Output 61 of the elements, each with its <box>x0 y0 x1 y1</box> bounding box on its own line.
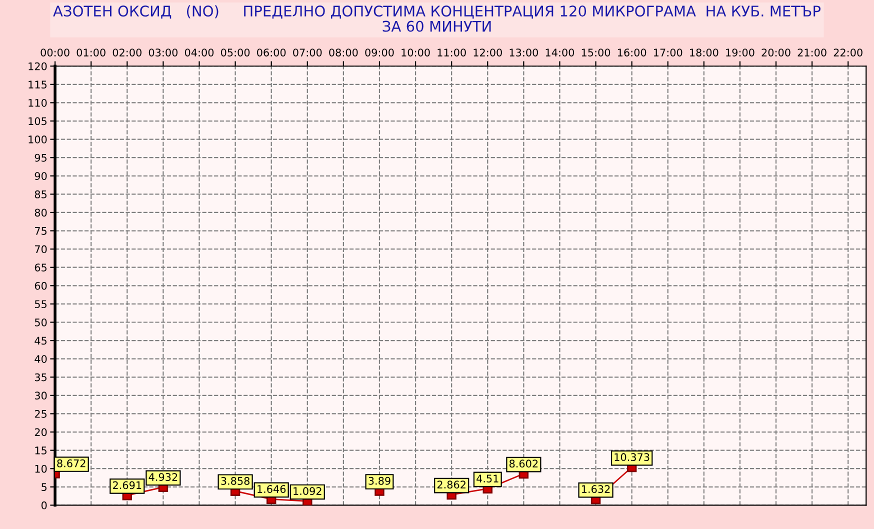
x-tick-label: 13:00 <box>510 48 538 56</box>
y-tick-label: 115 <box>28 80 47 89</box>
data-label: 8.602 <box>509 460 538 468</box>
y-tick-label: 30 <box>34 392 47 400</box>
data-label: 3.858 <box>221 477 250 485</box>
x-tick-label: 05:00 <box>220 48 250 56</box>
x-tick-label: 12:00 <box>474 48 502 56</box>
data-label: 3.89 <box>368 476 390 485</box>
y-tick-label: 10 <box>35 464 47 473</box>
x-tick-label: 14:00 <box>546 48 574 56</box>
y-tick-label: 60 <box>34 282 47 290</box>
x-tick-label: 02:00 <box>112 48 142 56</box>
y-tick-label: 35 <box>34 373 47 382</box>
chart-title: АЗОТЕН ОКСИД (NO) ПРЕДЕЛНО ДОПУСТИМА КОНЦЕНТРАЦИЯ 120 МИКРОГРАМА НА КУБ. МЕТЪР ЗА 60 МИНУТИ <box>53 5 821 32</box>
y-tick-label: 75 <box>35 227 47 235</box>
data-label: 4.51 <box>476 474 498 483</box>
x-tick-label: 11:00 <box>438 48 466 56</box>
y-tick-label: 0 <box>41 501 47 510</box>
x-tick-label: 00:00 <box>40 48 70 56</box>
y-tick-label: 80 <box>34 208 47 217</box>
y-tick-label: 5 <box>42 483 47 492</box>
x-tick-label: 08:00 <box>329 48 358 56</box>
y-tick-label: 100 <box>28 136 47 144</box>
x-tick-label: 21:00 <box>798 48 826 56</box>
y-tick-label: 90 <box>34 172 47 180</box>
y-tick-label: 45 <box>34 336 47 345</box>
x-tick-label: 18:00 <box>690 48 718 56</box>
data-label: 1.632 <box>582 485 610 494</box>
y-tick-label: 105 <box>28 117 47 126</box>
data-label: 4.932 <box>148 473 178 481</box>
x-tick-label: 17:00 <box>654 48 682 56</box>
y-tick-label: 110 <box>28 98 47 107</box>
x-tick-label: 01:00 <box>76 48 106 56</box>
y-tick-label: 15 <box>35 446 47 454</box>
y-tick-label: 120 <box>28 62 47 70</box>
y-tick-label: 70 <box>35 245 47 254</box>
y-tick-label: 40 <box>34 355 47 363</box>
data-label: 2.691 <box>113 481 142 490</box>
x-tick-label: 03:00 <box>148 48 178 56</box>
x-tick-label: 22:00 <box>834 48 862 56</box>
data-label: 8.672 <box>57 459 86 468</box>
data-label: 1.092 <box>294 487 322 496</box>
x-tick-label: 09:00 <box>365 48 394 56</box>
x-tick-label: 19:00 <box>726 48 754 56</box>
y-tick-label: 50 <box>34 318 47 326</box>
x-tick-label: 15:00 <box>582 48 610 56</box>
x-tick-label: 07:00 <box>293 48 322 56</box>
y-tick-label: 65 <box>34 264 47 272</box>
x-tick-label: 10:00 <box>402 48 430 56</box>
data-label: 1.646 <box>258 485 286 493</box>
y-tick-label: 25 <box>34 410 47 418</box>
y-tick-label: 95 <box>34 154 47 162</box>
data-label: 2.862 <box>437 480 466 489</box>
data-label: 10.373 <box>614 453 650 462</box>
y-tick-label: 85 <box>34 190 47 198</box>
y-tick-label: 55 <box>34 300 47 308</box>
x-tick-label: 04:00 <box>184 48 214 56</box>
x-tick-label: 16:00 <box>618 48 646 56</box>
x-tick-label: 06:00 <box>257 48 286 56</box>
x-tick-label: 20:00 <box>762 48 790 56</box>
y-tick-label: 20 <box>34 428 47 436</box>
